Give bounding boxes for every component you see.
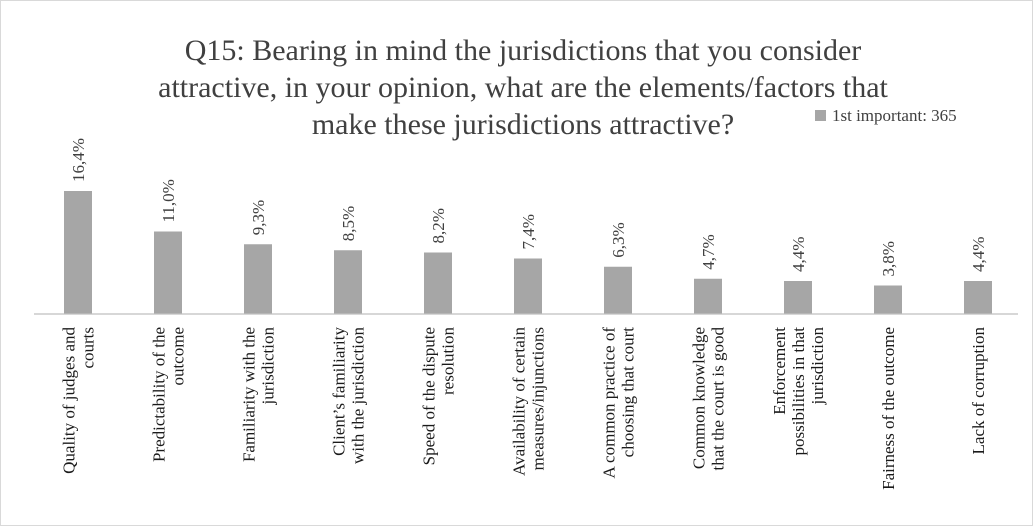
legend-swatch [815,110,826,121]
category-label: Familiarity with the [240,327,259,462]
category-label: Speed of the dispute [420,327,439,465]
data-label: 4,4% [969,237,988,272]
data-label: 16,4% [69,138,88,182]
bar [334,250,362,314]
data-labels: 16,4% 11,0% 9,3% 8,5% 8,2% 7,4% 6,3% 4,7% 4,4% 3,… [69,138,988,276]
category-label: with the jurisdiction [349,327,368,464]
chart-title: Q15: Bearing in mind the jurisdictions t… [158,34,888,141]
chart-title-line: Q15: Bearing in mind the jurisdictions t… [185,34,862,67]
data-label: 7,4% [519,214,538,249]
category-label: that the court is good [709,327,728,471]
bar [784,281,812,314]
chart-title-line: make these jurisdictions attractive? [312,108,734,141]
category-label: jurisdiction [808,327,827,406]
chart-title-line: attractive, in your opinion, what are th… [158,71,888,104]
bar [604,266,632,314]
legend-label: 1st important: 365 [832,106,957,125]
bar [424,252,452,314]
category-label: Fairness of the outcome [879,327,898,490]
data-label: 8,5% [339,206,358,241]
category-label: Enforcement [770,327,789,415]
data-label: 9,3% [249,200,268,235]
category-label: Lack of corruption [969,327,988,455]
category-label: Predictability of the [150,327,169,462]
bar [514,258,542,314]
bar [64,191,92,314]
category-labels: Quality of judges and courts Predictabilit… [60,327,989,490]
category-label: Client’s familiarity [330,327,349,456]
category-label: A common practice of [600,327,619,479]
bar [694,278,722,314]
category-label: Availability of certain [510,327,529,476]
bar [874,285,902,314]
category-label: outcome [169,327,188,386]
data-label: 6,3% [609,222,628,257]
data-label: 4,4% [789,237,808,272]
bar [154,231,182,314]
data-label: 11,0% [159,179,178,222]
bar [244,244,272,314]
data-label: 4,7% [699,234,718,269]
category-label: choosing that court [619,327,638,458]
data-label: 3,8% [879,241,898,276]
category-label: Quality of judges and [60,327,79,474]
bar [964,281,992,314]
category-label: jurisdiction [259,327,278,406]
category-label: measures/injunctions [529,327,548,471]
category-label: possibilities in that [789,327,808,456]
category-label: courts [79,327,98,369]
chart-legend: 1st important: 365 [815,106,957,125]
bars [64,191,992,314]
category-label: resolution [439,327,458,395]
data-label: 8,2% [429,208,448,243]
category-label: Common knowledge [690,327,709,469]
